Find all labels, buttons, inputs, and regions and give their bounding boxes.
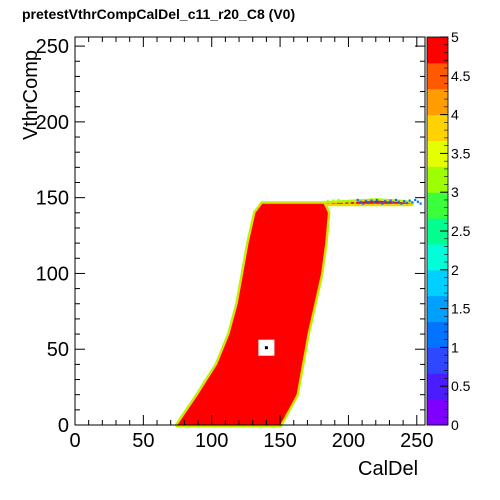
palette-tick-label: 2 xyxy=(451,262,459,278)
tail-bin xyxy=(348,201,351,205)
tail-bin xyxy=(397,200,400,203)
tail-bin xyxy=(359,200,362,203)
palette-bin xyxy=(427,88,448,116)
tail-bin xyxy=(362,202,365,205)
region-main xyxy=(177,200,412,425)
tail-bin xyxy=(375,198,378,202)
palette-bin xyxy=(427,37,448,64)
palette-bin xyxy=(427,140,448,167)
palette-bin xyxy=(427,373,448,400)
y-tick-label: 250 xyxy=(36,36,69,58)
palette-bin xyxy=(427,192,448,219)
tail-bin xyxy=(353,201,357,204)
y-tick-label: 0 xyxy=(58,415,69,437)
tail-bin xyxy=(326,200,329,203)
palette-tick-label: 4.5 xyxy=(451,68,471,84)
palette-bin xyxy=(427,114,448,141)
tail-bin xyxy=(345,200,348,203)
palette-tick-label: 2.5 xyxy=(451,223,471,239)
tail-bin xyxy=(394,198,398,202)
tail-bin xyxy=(342,202,346,205)
tail-bin xyxy=(373,201,376,204)
tail-bin xyxy=(389,199,392,202)
tail-bin xyxy=(364,200,368,203)
palette-bin xyxy=(427,243,448,271)
y-tick-label: 100 xyxy=(36,263,69,285)
y-tick-label: 50 xyxy=(47,339,69,361)
plot-frame xyxy=(74,36,426,426)
palette-tick-label: 1.5 xyxy=(451,301,471,317)
hole-center xyxy=(264,346,268,350)
tail-bin xyxy=(381,202,384,205)
palette-tick-label: 5 xyxy=(451,29,459,45)
x-tick-label: 100 xyxy=(195,430,228,452)
tail-bin xyxy=(337,198,340,202)
tail-bin xyxy=(403,200,406,203)
tail-bin xyxy=(340,200,343,203)
palette-bin xyxy=(427,347,448,374)
tail-bin xyxy=(416,200,419,203)
y-tick-label: 200 xyxy=(36,112,69,134)
tail-bin xyxy=(332,199,335,202)
x-tick-label: 0 xyxy=(69,430,80,452)
x-tick-label: 200 xyxy=(332,430,365,452)
x-tick-label: 150 xyxy=(263,430,296,452)
region-edge-inner xyxy=(176,199,413,427)
y-axis-label: VthrComp xyxy=(20,49,42,140)
palette-bin xyxy=(427,295,448,323)
palette-bin xyxy=(427,399,448,426)
tail-bin xyxy=(370,199,373,202)
palette-bin xyxy=(427,62,448,90)
tail-bin xyxy=(386,201,389,205)
palette-bin xyxy=(427,166,448,193)
tail-bin xyxy=(323,202,327,205)
tail-bin xyxy=(367,201,370,205)
palette-tick-label: 3.5 xyxy=(451,145,471,161)
tail-bin xyxy=(334,201,337,204)
palette-tick-label: 3 xyxy=(451,184,459,200)
palette-bin xyxy=(427,218,448,245)
palette-tick-label: 0 xyxy=(451,417,459,433)
y-tick-label: 150 xyxy=(36,188,69,210)
tail-bin xyxy=(392,201,395,204)
palette-tick-label: 4 xyxy=(451,107,459,123)
tail-bin xyxy=(378,200,381,203)
x-tick-label: 50 xyxy=(132,430,154,452)
tail-bin xyxy=(383,200,387,203)
tail-bin xyxy=(351,199,354,202)
tail-bin xyxy=(419,202,422,205)
tail-bin xyxy=(356,198,359,202)
tail-bin xyxy=(411,201,414,204)
x-tick-label: 250 xyxy=(400,430,433,452)
tail-bin xyxy=(414,198,417,202)
tail-bin xyxy=(408,199,411,202)
plot-title: pretestVthrCompCalDel_c11_r20_C8 (V0) xyxy=(22,6,296,22)
tail-bin xyxy=(405,201,409,205)
x-axis-label: CalDel xyxy=(358,458,419,480)
tail-bin xyxy=(329,201,332,205)
palette-tick-label: 0.5 xyxy=(451,378,471,394)
palette-bin xyxy=(427,321,448,348)
tail-bin xyxy=(400,202,403,205)
palette-bin xyxy=(427,269,448,297)
palette-tick-label: 1 xyxy=(451,339,459,355)
